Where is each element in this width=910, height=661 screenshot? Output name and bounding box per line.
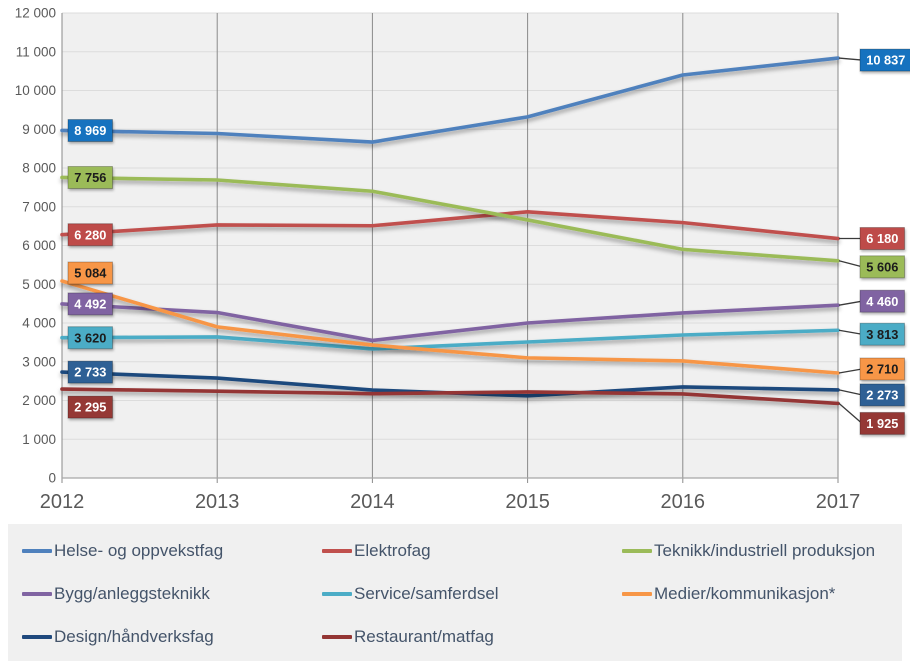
data-label: 2 295 — [67, 395, 113, 419]
series-line — [60, 56, 840, 144]
data-label: 5 606 — [859, 255, 905, 279]
series-line — [60, 387, 840, 406]
x-tick-label: 2013 — [195, 491, 240, 513]
legend-item: Restaurant/matfag — [322, 620, 622, 654]
svg-text:2 295: 2 295 — [74, 400, 106, 415]
svg-text:7 756: 7 756 — [74, 170, 106, 185]
y-tick-label: 2 000 — [22, 393, 56, 408]
data-label: 2 733 — [67, 360, 113, 384]
data-label: 4 492 — [67, 292, 113, 316]
series-line — [60, 328, 840, 351]
svg-text:8 969: 8 969 — [74, 123, 106, 138]
svg-text:10 837: 10 837 — [866, 53, 905, 68]
legend-line-swatch — [322, 549, 352, 553]
series-line — [60, 279, 840, 375]
legend-label: Service/samferdsel — [354, 584, 499, 603]
legend-label: Restaurant/matfag — [354, 627, 494, 646]
svg-text:3 813: 3 813 — [866, 327, 898, 342]
legend-item: Elektrofag — [322, 534, 622, 568]
legend-item: Medier/kommunikasjon* — [622, 577, 902, 611]
data-label: 5 084 — [67, 261, 113, 285]
data-label: 6 280 — [67, 223, 113, 247]
y-tick-label: 1 000 — [22, 432, 56, 447]
x-tick-label: 2015 — [505, 491, 550, 513]
legend-line-swatch — [622, 549, 652, 553]
y-tick-label: 8 000 — [22, 161, 56, 176]
legend-line-swatch — [322, 592, 352, 596]
legend-label: Bygg/anleggsteknikk — [54, 584, 210, 603]
y-tick-label: 10 000 — [15, 83, 56, 98]
y-tick-label: 6 000 — [22, 238, 56, 253]
svg-text:5 084: 5 084 — [74, 266, 107, 281]
legend-line-swatch — [22, 635, 52, 639]
series-line — [60, 302, 840, 343]
svg-text:2 710: 2 710 — [866, 362, 898, 377]
y-tick-label: 0 — [48, 471, 56, 486]
svg-text:6 280: 6 280 — [74, 227, 106, 242]
data-label: 8 969 — [67, 119, 113, 142]
svg-text:4 492: 4 492 — [74, 297, 106, 312]
legend-item: Helse- og oppvekstfag — [22, 534, 322, 568]
legend-line-swatch — [22, 549, 52, 553]
y-tick-label: 11 000 — [16, 44, 56, 59]
data-label: 3 620 — [67, 326, 113, 350]
series-line — [60, 209, 840, 241]
chart-legend: Helse- og oppvekstfag Elektrofag Teknikk/i… — [8, 524, 902, 661]
y-tick-label: 4 000 — [22, 316, 56, 331]
legend-line-swatch — [22, 592, 52, 596]
svg-text:2 273: 2 273 — [866, 388, 898, 403]
data-label: 2 273 — [859, 383, 905, 407]
x-tick-label: 2016 — [661, 491, 706, 513]
data-label: 6 180 — [859, 227, 905, 250]
data-label: 3 813 — [859, 322, 905, 346]
x-tick-label: 2017 — [816, 491, 861, 513]
svg-text:2 733: 2 733 — [74, 365, 106, 380]
legend-label: Design/håndverksfag — [54, 627, 214, 646]
legend-item: Bygg/anleggsteknikk — [22, 577, 322, 611]
svg-text:3 620: 3 620 — [74, 330, 106, 345]
y-tick-label: 5 000 — [22, 277, 56, 292]
y-tick-label: 9 000 — [22, 122, 56, 137]
data-label: 10 837 — [859, 48, 910, 72]
x-tick-label: 2012 — [40, 491, 85, 513]
svg-text:1 925: 1 925 — [866, 416, 898, 431]
legend-item: Design/håndverksfag — [22, 620, 322, 654]
legend-label: Elektrofag — [354, 541, 431, 560]
x-tick-label: 2014 — [350, 491, 395, 513]
data-label: 2 710 — [859, 357, 905, 381]
y-tick-label: 7 000 — [22, 199, 56, 214]
data-label: 4 460 — [859, 289, 905, 313]
series-line — [60, 175, 840, 263]
line-chart-canvas: 0 1 000 2 000 3 000 4 000 5 000 6 000 7 000 8 00… — [15, 6, 910, 513]
legend-line-swatch — [622, 592, 652, 596]
data-label: 1 925 — [859, 411, 905, 435]
legend-label: Medier/kommunikasjon* — [654, 584, 836, 603]
legend-item: Teknikk/industriell produksjon — [622, 534, 902, 568]
legend-line-swatch — [322, 635, 352, 639]
legend-item: Service/samferdsel — [322, 577, 622, 611]
legend-label: Helse- og oppvekstfag — [54, 541, 224, 560]
data-label: 7 756 — [67, 166, 113, 189]
legend-label: Teknikk/industriell produksjon — [654, 541, 876, 560]
y-tick-label: 12 000 — [15, 6, 56, 21]
svg-text:4 460: 4 460 — [866, 294, 898, 309]
svg-text:6 180: 6 180 — [866, 231, 898, 246]
y-tick-label: 3 000 — [22, 354, 56, 369]
svg-text:5 606: 5 606 — [866, 259, 898, 274]
